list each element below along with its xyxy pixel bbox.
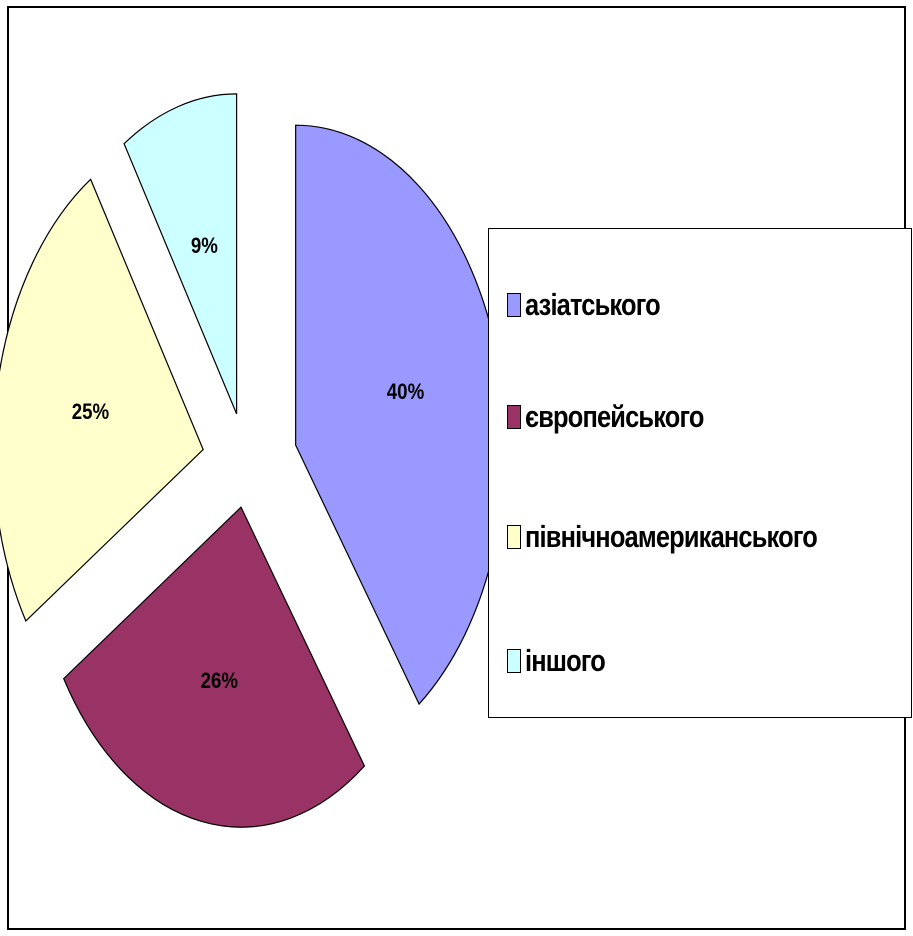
- data-label-european: 26%: [201, 670, 238, 694]
- data-label-asian: 40%: [387, 380, 424, 404]
- legend-label-asian: азіатського: [525, 287, 661, 322]
- legend-item-north-american: північноамериканського: [507, 519, 881, 555]
- legend-swatch-asian: [507, 293, 521, 317]
- pie-slice-other: [123, 93, 238, 415]
- legend-item-other: іншого: [507, 643, 623, 679]
- legend-label-other: іншого: [525, 643, 606, 678]
- legend-label-north-american: північноамериканського: [525, 519, 818, 554]
- data-label-north-american: 25%: [72, 401, 109, 425]
- legend-item-european: європейського: [507, 399, 743, 435]
- pie-slice-asian: [295, 124, 507, 706]
- legend-label-european: європейського: [525, 399, 704, 434]
- pie-slice-european: [62, 506, 366, 828]
- pie-slice-north-american: [0, 178, 204, 623]
- legend-swatch-other: [507, 649, 521, 673]
- legend-swatch-european: [507, 405, 521, 429]
- data-label-other: 9%: [191, 235, 218, 259]
- legend: азіатського європейського північноамерик…: [488, 228, 912, 718]
- legend-swatch-north-american: [507, 525, 521, 549]
- legend-item-asian: азіатського: [507, 287, 689, 323]
